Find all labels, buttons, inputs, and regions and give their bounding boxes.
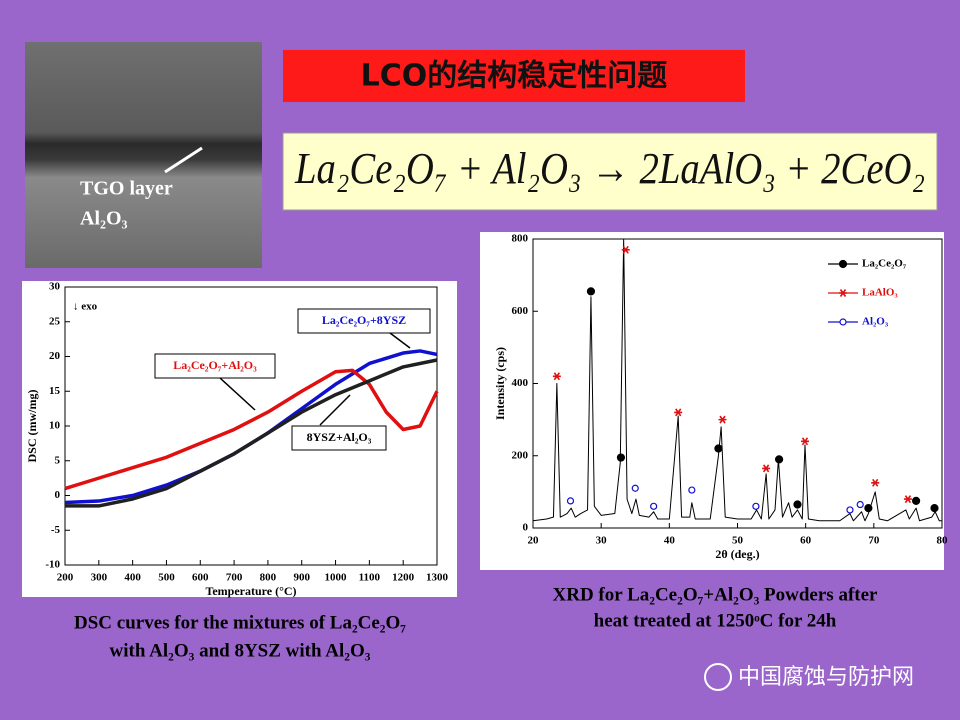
open-circle: [846, 506, 854, 514]
x-tick-label: 70: [868, 535, 880, 547]
image-label: TGO layer: [80, 178, 173, 200]
y-tick-label: -10: [45, 559, 60, 571]
x-tick-label: 300: [91, 572, 108, 584]
y-tick-label: -5: [51, 524, 61, 536]
xrd-panel: [480, 232, 944, 570]
x-tick-label: 1000: [325, 572, 348, 584]
legend-label: La₂Ce₂O₇: [862, 258, 907, 270]
series-line: [65, 358, 438, 508]
caption: DSC curves for the mixtures of La₂Ce₂O₇: [74, 612, 406, 633]
open-circle: [752, 502, 760, 510]
y-tick-label: 800: [512, 233, 529, 245]
y-tick-label: 30: [49, 281, 61, 293]
x-tick-label: 30: [596, 535, 608, 547]
open-circle: [566, 497, 575, 505]
x-tick-label: 80: [937, 535, 949, 547]
filled-circle: [793, 500, 802, 509]
x-tick-label: 40: [664, 535, 676, 547]
legend-arrow: [219, 377, 256, 411]
x-tick-label: 200: [57, 572, 74, 584]
filled-circle: [838, 259, 848, 269]
x-tick-label: 20: [528, 535, 540, 547]
y-axis-label: Intensity (cps): [493, 347, 507, 420]
image-label: Al₂O₃: [80, 208, 128, 230]
legend-arrow: [319, 394, 351, 426]
x-tick-label: 600: [192, 572, 209, 584]
y-tick-label: 15: [49, 385, 61, 397]
legend-arrow: [389, 332, 411, 349]
legend-label: La₂Ce₂O₇+Al₂O₃: [173, 358, 257, 372]
legend-label: Al₂O₃: [862, 316, 889, 328]
star-marker: [762, 464, 771, 473]
filled-circle: [586, 287, 596, 296]
filled-circle: [864, 504, 873, 513]
filled-circle: [930, 504, 939, 513]
x-axis-label: 2θ (deg.): [715, 547, 759, 561]
x-tick-label: 1300: [426, 572, 449, 584]
open-circle: [631, 484, 639, 492]
y-axis-label: DSC (mw/mg): [25, 390, 39, 463]
x-tick-label: 60: [800, 535, 812, 547]
caption: with Al₂O₃ and 8YSZ with Al₂O₃: [110, 640, 371, 661]
equation: La₂Ce₂O₇ + Al₂O₃ → 2LaAlO₃ + 2CeO₂: [294, 144, 925, 193]
x-tick-label: 1100: [359, 572, 381, 584]
star-marker: [718, 415, 727, 424]
y-tick-label: 25: [49, 315, 61, 327]
star-marker: [674, 408, 683, 417]
star-marker: [552, 372, 561, 381]
y-tick-label: 0: [523, 522, 529, 534]
x-tick-label: 900: [293, 572, 310, 584]
legend-box: [291, 425, 387, 451]
legend-label: 8YSZ+Al₂O₃: [307, 430, 372, 444]
y-tick-label: 600: [512, 305, 529, 317]
x-tick-label: 500: [158, 572, 175, 584]
x-tick-label: 50: [732, 535, 744, 547]
caption: XRD for La₂Ce₂O₇+Al₂O₃ Powders after: [553, 584, 879, 605]
star-marker: [800, 437, 809, 446]
y-tick-label: 400: [512, 377, 529, 389]
x-tick-label: 1200: [392, 572, 415, 584]
annotation: ↓ exo: [73, 301, 98, 313]
star-marker: [839, 289, 847, 297]
y-tick-label: 0: [55, 489, 61, 501]
open-circle: [839, 318, 847, 326]
sem-image: [25, 42, 262, 268]
y-tick-label: 20: [49, 350, 61, 362]
series-line: [64, 368, 439, 491]
pointer: [164, 146, 203, 174]
title-box: [283, 50, 745, 102]
filled-circle: [714, 444, 723, 453]
watermark: 中国腐蚀与防护网: [738, 665, 914, 690]
open-circle: [688, 486, 696, 494]
x-tick-label: 800: [260, 572, 277, 584]
x-tick-label: 700: [226, 572, 243, 584]
open-circle: [650, 502, 658, 510]
y-tick-label: 200: [512, 449, 529, 461]
open-circle: [856, 500, 864, 509]
legend-box: [154, 353, 276, 379]
star-marker: [871, 478, 880, 487]
star-marker: [621, 245, 630, 254]
filled-circle: [911, 496, 921, 506]
star-marker: [903, 495, 912, 504]
legend-label: La₂Ce₂O₇+8YSZ: [322, 313, 406, 327]
equation-box: [282, 132, 938, 211]
legend-label: LaAlO₃: [862, 287, 898, 299]
slide-title: LCO的结构稳定性问题: [361, 59, 668, 94]
x-tick-label: 400: [124, 572, 141, 584]
legend-box: [297, 308, 431, 334]
filled-circle: [774, 455, 784, 464]
caption: heat treated at 1250ᵒC for 24h: [594, 610, 837, 631]
y-tick-label: 10: [49, 420, 61, 432]
filled-circle: [616, 453, 626, 462]
watermark-icon: [704, 663, 732, 691]
y-tick-label: 5: [55, 454, 61, 466]
x-axis-label: Temperature (°C): [205, 584, 296, 598]
